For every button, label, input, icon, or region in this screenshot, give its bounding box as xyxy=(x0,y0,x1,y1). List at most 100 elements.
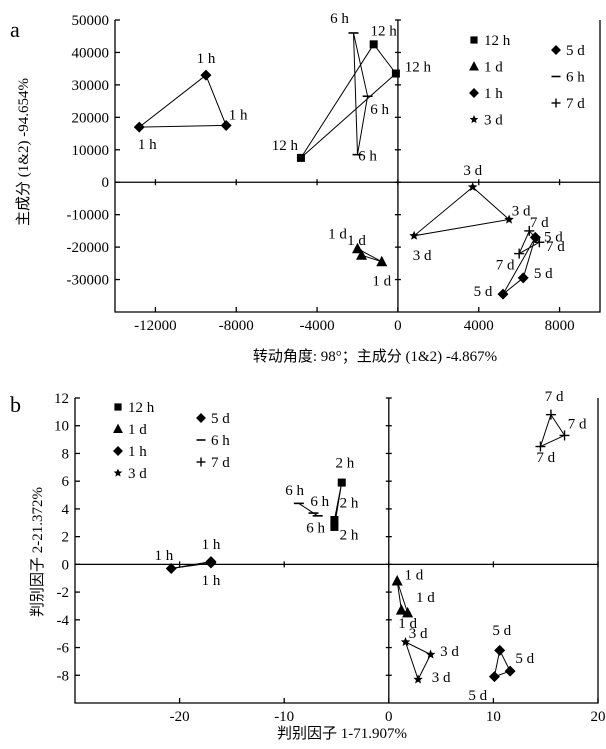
panel-a-xtick-label-5: 8000 xyxy=(545,318,575,334)
panel-b-ytick-label-4: 4 xyxy=(62,502,70,518)
panel-a-point-label-5: 12 h xyxy=(405,60,432,76)
panel-b-ylabel: 判别因子 2-21.372% xyxy=(29,487,46,617)
panel-a-point-label-14: 3 d xyxy=(413,248,432,264)
panel-b-ytick-label-0: 12 xyxy=(54,391,69,407)
panel-a-legend-label-2: 1 h xyxy=(484,86,503,102)
panel-a-series-0-point-0 xyxy=(200,69,212,81)
panel-b-legend-marker-3 xyxy=(113,468,123,477)
panel-a-point-label-10: 1 d xyxy=(347,233,366,249)
panel-b-xlabel: 判别因子 1-71.907% xyxy=(277,725,407,742)
panel-b-legend-marker-1 xyxy=(113,423,123,434)
panel-a-xtick-label-2: -4000 xyxy=(300,318,335,334)
panel-a-legend-label-0: 12 h xyxy=(484,33,511,49)
panel-a-legend-marker-6 xyxy=(551,98,561,108)
panel-a-series-6-point-0 xyxy=(529,231,541,243)
panel-b-series-6-point-0 xyxy=(494,644,506,656)
panel-a-xtick-label-0: -12000 xyxy=(134,318,177,334)
panel-b-series-0-point-2 xyxy=(205,557,217,569)
panel-b-series-1-point-1 xyxy=(330,516,339,524)
panel-b-point-label-7: 6 h xyxy=(310,494,329,510)
panel-a-point-label-19: 5 d xyxy=(534,266,553,282)
panel-a-ytick-label-1: 40000 xyxy=(72,45,110,61)
panel-b-legend-label-4: 5 d xyxy=(211,411,230,427)
panel-b-xtick-label-0: -20 xyxy=(170,709,190,725)
panel-b-point-label-15: 3 d xyxy=(409,626,428,642)
panel-a-ytick-label-0: 50000 xyxy=(72,13,110,29)
panel-a-legend-label-3: 3 d xyxy=(484,113,503,129)
panel-b-ytick-label-1: 10 xyxy=(54,419,69,435)
panel-b-legend-marker-6 xyxy=(196,457,206,467)
panel-b-point-label-1: 1 h xyxy=(202,537,221,553)
panel-a-series-5-point-0 xyxy=(524,225,535,236)
panel-a-ytick-label-2: 30000 xyxy=(72,78,110,94)
panel-b-xtick-label-4: 20 xyxy=(591,709,606,725)
panel-b-point-label-9: 7 d xyxy=(545,389,564,405)
panel-b-point-label-10: 7 d xyxy=(568,417,587,433)
panel-b-xtick-label-1: -10 xyxy=(274,709,294,725)
panel-b-frame xyxy=(74,398,599,704)
panel-b-legend-marker-0 xyxy=(114,403,122,411)
panel-a-series-5-point-2 xyxy=(514,248,525,259)
panel-a-xtick-label-4: 4000 xyxy=(464,318,494,334)
panel-b-series-3-point-1 xyxy=(559,430,570,441)
panel-b-series-3-point-2 xyxy=(535,441,546,452)
panel-a-legend-label-1: 1 d xyxy=(484,60,503,76)
panel-a-legend-marker-3 xyxy=(469,115,479,124)
panel-a-point-label-6: 6 h xyxy=(330,11,349,27)
panel-a-ylabel: 主成分 (1&2) -94.654% xyxy=(15,78,32,226)
panel-b-series-5-point-0 xyxy=(400,637,411,646)
panel-a-legend-label-5: 6 h xyxy=(566,70,585,86)
panel-a-point-label-12: 3 d xyxy=(463,163,482,179)
panel-b-point-label-8: 6 h xyxy=(306,520,325,536)
panel-a-series-1-point-1 xyxy=(296,153,305,162)
panel-b-legend-label-5: 6 h xyxy=(211,433,230,449)
panel-a-point-label-8: 6 h xyxy=(358,149,377,165)
panel-a-series-1-outline xyxy=(300,43,397,159)
panel-b-series-1-point-2 xyxy=(330,522,339,531)
panel-a-legend-marker-1 xyxy=(469,61,479,71)
panel-b-point-label-3: 2 h xyxy=(335,455,354,471)
panel-b-ytick-label-7: -2 xyxy=(57,585,70,601)
panel-a-ytick-label-7: -20000 xyxy=(67,240,110,256)
panel-a-point-label-0: 1 h xyxy=(197,51,216,67)
panel-a-point-label-18: 5 d xyxy=(544,229,563,245)
panel-b-point-label-2: 1 h xyxy=(202,573,221,589)
panel-a-point-label-7: 6 h xyxy=(370,102,389,118)
panel-b-point-label-5: 2 h xyxy=(340,527,359,543)
panel-a-series-0-point-2 xyxy=(133,121,145,133)
panel-a-point-label-2: 1 h xyxy=(138,137,157,153)
panel-b-ytick-label-5: 2 xyxy=(62,530,70,546)
panel-a-series-3-point-0 xyxy=(352,242,363,254)
panel-b-legend-marker-4 xyxy=(196,413,206,423)
panel-b-series-6-point-1 xyxy=(504,665,516,677)
panel-a-ytick-label-8: -30000 xyxy=(67,273,110,289)
panel-b-legend-label-2: 1 h xyxy=(128,444,147,460)
panel-a-legend-label-4: 5 d xyxy=(566,43,585,59)
panel-a-point-label-15: 7 d xyxy=(530,215,549,231)
panel-b-point-label-14: 1 d xyxy=(398,616,417,632)
panel-b-series-4-point-1 xyxy=(395,604,407,615)
panel-a-xtick-label-1: -8000 xyxy=(219,318,254,334)
panel-a-point-label-11: 1 d xyxy=(372,274,391,290)
panel-b-ytick-label-8: -4 xyxy=(57,613,70,629)
panel-a-series-3-point-2 xyxy=(376,255,388,267)
panel-b-legend-label-1: 1 d xyxy=(128,422,147,438)
panel-b-legend-marker-2 xyxy=(113,446,123,456)
panel-b-point-label-4: 2 h xyxy=(340,496,359,512)
panel-a-point-label-20: 5 d xyxy=(474,284,493,300)
panel-a-point-label-4: 12 h xyxy=(272,138,299,154)
panel-a-series-5-point-1 xyxy=(534,237,545,248)
panel-a-ytick-label-5: 0 xyxy=(102,175,110,191)
panel-a-series-0-outline xyxy=(137,74,227,128)
panel-b-xtick-label-2: 0 xyxy=(385,709,393,725)
panel-b-point-label-17: 3 d xyxy=(432,670,451,686)
panel-b-point-label-19: 5 d xyxy=(515,651,534,667)
panel-a-series-2-outline xyxy=(353,32,369,155)
panel-b-series-1-point-0 xyxy=(337,478,346,487)
panel-a-series-6-outline xyxy=(502,237,536,295)
panel-b-series-4-point-0 xyxy=(391,575,403,586)
panel-a-series-6-point-2 xyxy=(497,288,509,300)
panel-a-series-3-point-1 xyxy=(356,249,368,260)
